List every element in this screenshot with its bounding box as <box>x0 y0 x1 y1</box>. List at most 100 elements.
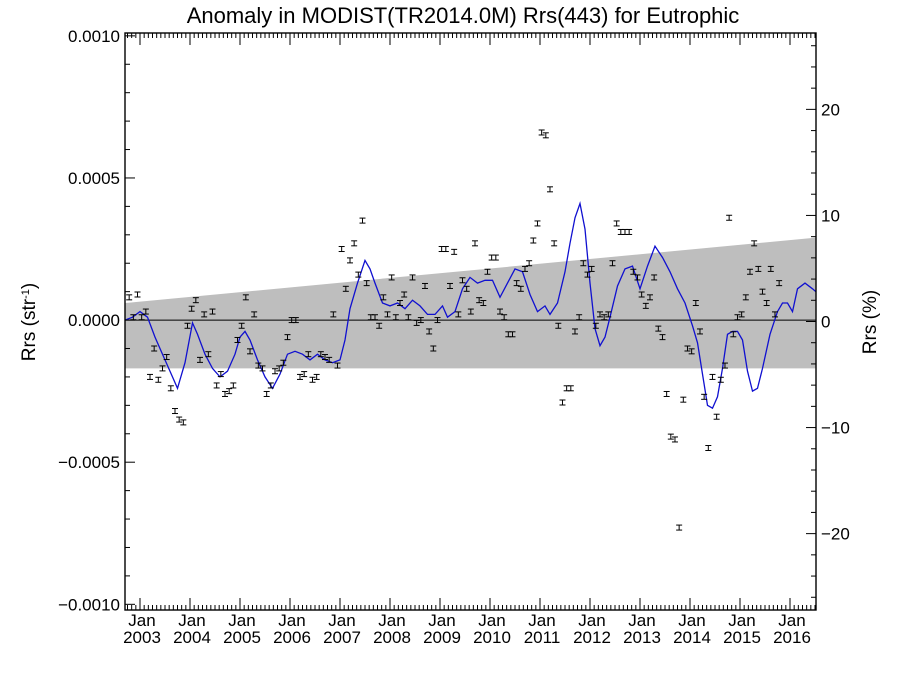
data-point <box>455 311 462 318</box>
y-axis-left-label-close: ) <box>19 283 40 289</box>
data-point <box>705 444 712 451</box>
y-axis-left-label: Rrs (str-1) <box>19 283 40 361</box>
data-point <box>180 419 187 426</box>
data-point <box>534 220 541 227</box>
x-axis: Jan2003Jan2004Jan2005Jan2006Jan2007Jan20… <box>123 33 816 647</box>
data-point <box>488 254 495 261</box>
y-tick-label-left: −0.0005 <box>58 453 120 472</box>
data-point <box>596 311 603 318</box>
data-point <box>405 314 412 321</box>
data-point <box>263 390 270 397</box>
data-point <box>667 433 674 440</box>
data-point <box>176 416 183 423</box>
data-point <box>721 362 728 369</box>
x-tick-year: 2008 <box>373 628 411 647</box>
data-point <box>142 308 149 315</box>
x-tick-month: Jan <box>378 611 405 630</box>
data-point <box>251 311 258 318</box>
data-point <box>659 334 666 341</box>
y-tick-label-right: 10 <box>821 206 840 225</box>
data-point <box>196 356 203 363</box>
data-point <box>213 382 220 389</box>
data-point <box>630 268 637 275</box>
y-axis-right: 20 10 0 −10 −20 <box>806 45 850 598</box>
data-point <box>401 291 408 298</box>
x-tick-month: Jan <box>528 611 555 630</box>
x-tick-month: Jan <box>428 611 455 630</box>
data-point <box>267 382 274 389</box>
data-point <box>305 351 312 358</box>
y-axis-right-label: Rrs (%) <box>860 290 881 354</box>
data-point <box>551 240 558 247</box>
y-tick-label-right: −10 <box>821 419 850 438</box>
data-point <box>546 186 553 193</box>
data-point <box>301 371 308 378</box>
data-point <box>226 388 233 395</box>
data-point <box>617 228 624 235</box>
data-point <box>601 314 608 321</box>
data-point <box>159 365 166 372</box>
y-tick-label-left: 0.0010 <box>68 27 120 46</box>
data-point <box>509 331 516 338</box>
data-point <box>592 322 599 329</box>
x-tick-month: Jan <box>678 611 705 630</box>
data-point <box>676 524 683 531</box>
data-point <box>671 436 678 443</box>
data-point <box>746 268 753 275</box>
data-point <box>126 294 133 301</box>
data-point <box>563 385 570 392</box>
data-point <box>134 291 141 298</box>
data-point <box>417 317 424 324</box>
y-tick-label-left: 0.0005 <box>68 169 120 188</box>
data-point <box>567 385 574 392</box>
data-point <box>751 240 758 247</box>
data-point <box>542 132 549 139</box>
data-point <box>605 311 612 318</box>
data-point <box>517 285 524 292</box>
data-point <box>380 294 387 301</box>
data-point <box>530 237 537 244</box>
data-point <box>355 271 362 278</box>
x-tick-year: 2014 <box>673 628 711 647</box>
data-point <box>717 376 724 383</box>
data-point <box>151 345 158 352</box>
trend-band <box>125 237 816 369</box>
data-point <box>138 314 145 321</box>
data-point <box>334 362 341 369</box>
data-point <box>363 280 370 287</box>
data-point <box>326 356 333 363</box>
y-tick-label-right: −20 <box>821 525 850 544</box>
x-tick-year: 2011 <box>524 628 561 647</box>
data-point <box>613 220 620 227</box>
data-point <box>205 351 212 358</box>
data-point <box>767 265 774 272</box>
data-point <box>434 317 441 324</box>
y-tick-label-left: −0.0010 <box>58 595 120 614</box>
data-point <box>446 282 453 289</box>
data-point <box>163 354 170 361</box>
data-point <box>771 311 778 318</box>
x-tick-year: 2003 <box>123 628 161 647</box>
data-point <box>296 373 303 380</box>
y-axis-left-label-exponent: -1 <box>20 289 32 299</box>
data-point <box>255 362 262 369</box>
data-point <box>259 365 266 372</box>
data-point <box>501 314 508 321</box>
data-point <box>571 328 578 335</box>
data-point <box>621 228 628 235</box>
x-tick-month: Jan <box>778 611 805 630</box>
data-point <box>646 294 653 301</box>
x-tick-year: 2006 <box>273 628 311 647</box>
x-tick-month: Jan <box>328 611 355 630</box>
data-point <box>742 294 749 301</box>
data-point <box>184 322 191 329</box>
data-point <box>588 265 595 272</box>
data-point <box>730 331 737 338</box>
data-point <box>688 348 695 355</box>
data-point <box>763 300 770 307</box>
data-point <box>526 260 533 267</box>
x-tick-year: 2007 <box>323 628 361 647</box>
data-point <box>313 373 320 380</box>
data-point <box>292 317 299 324</box>
